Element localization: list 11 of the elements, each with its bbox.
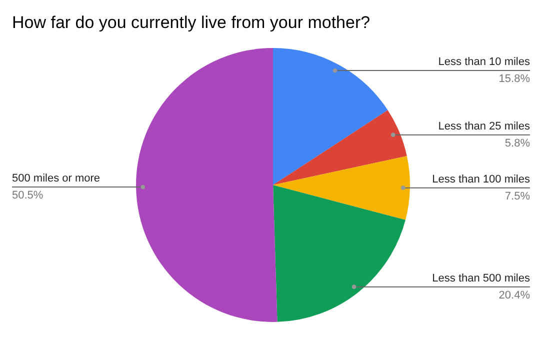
- data-label: 7.5%: [504, 190, 530, 202]
- data-label: 20.4%: [498, 289, 530, 302]
- data-label: 50.5%: [12, 190, 44, 202]
- slice-label: 500 miles or more: [12, 172, 100, 185]
- chart-title: How far do you currently live from your mother?: [12, 13, 370, 32]
- slice-label: Less than 25 miles: [438, 120, 530, 132]
- slice-label: Less than 100 miles: [432, 173, 530, 186]
- slice-label: Less than 500 miles: [432, 272, 530, 284]
- data-label: 5.8%: [504, 137, 530, 150]
- slice-label: Less than 10 miles: [438, 56, 530, 68]
- data-label: 15.8%: [498, 73, 530, 86]
